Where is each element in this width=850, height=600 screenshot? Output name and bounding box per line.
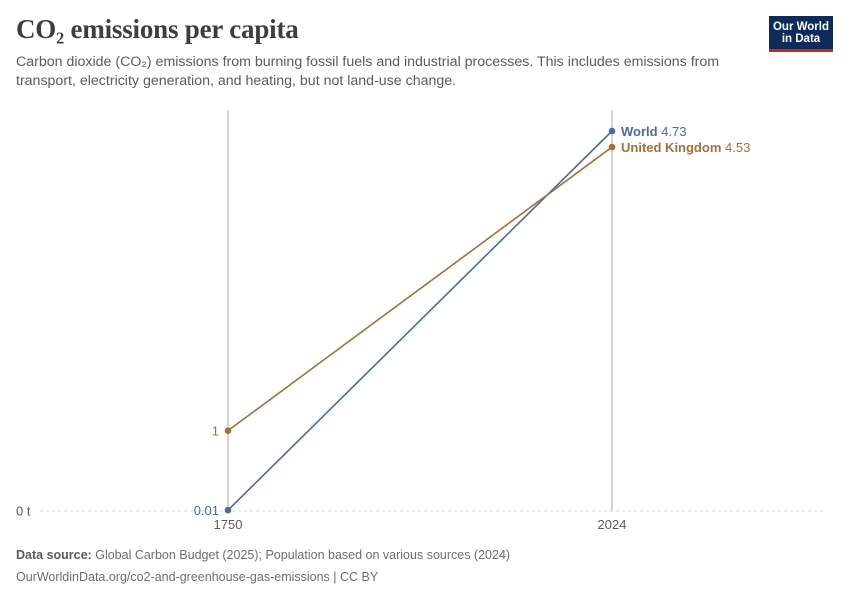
series-layer (224, 127, 616, 514)
label-layer: 0 t 1750 2024 0.01 World 4.73 1 United Kingdom… (16, 124, 750, 532)
end-label-united-kingdom: United Kingdom 4.53 (621, 140, 750, 155)
end-label-world: World 4.73 (621, 124, 687, 139)
footer-link-row: OurWorldinData.org/co2-and-greenhouse-ga… (16, 570, 378, 584)
end-value-world: 4.73 (658, 124, 687, 139)
license-link[interactable]: CC BY (340, 570, 379, 584)
y-tick-label: 0 t (16, 504, 31, 519)
data-point-united-kingdom (224, 427, 232, 434)
footer-separator: | (329, 570, 341, 584)
series-name-world: World (621, 124, 658, 139)
owid-logo[interactable]: Our World in Data (769, 16, 833, 52)
logo-line-2: in Data (781, 33, 821, 45)
data-point-world (224, 506, 232, 514)
x-tick-label: 2024 (598, 517, 627, 532)
series-line-world (227, 130, 613, 511)
x-tick-label: 1750 (214, 517, 243, 532)
series-line-united-kingdom (227, 146, 613, 432)
data-point-united-kingdom (608, 143, 616, 151)
chart-title: CO₂ emissions per capita (16, 14, 299, 44)
start-value-label-united-kingdom: 1 (212, 424, 219, 439)
logo-line-1: Our World (772, 21, 829, 33)
data-source: Data source: Global Carbon Budget (2025)… (16, 548, 510, 562)
grid-layer (40, 110, 825, 512)
end-value-united-kingdom: 4.53 (721, 140, 750, 155)
series-name-united-kingdom: United Kingdom (621, 140, 721, 155)
start-value-label-world: 0.01 (194, 503, 219, 518)
chart-subtitle: Carbon dioxide (CO₂) emissions from burn… (16, 54, 720, 89)
data-source-text: Global Carbon Budget (2025); Population … (95, 548, 511, 562)
data-source-label: Data source: (16, 548, 92, 562)
source-url-link[interactable]: OurWorldinData.org/co2-and-greenhouse-ga… (16, 570, 330, 584)
data-point-world (608, 127, 616, 135)
